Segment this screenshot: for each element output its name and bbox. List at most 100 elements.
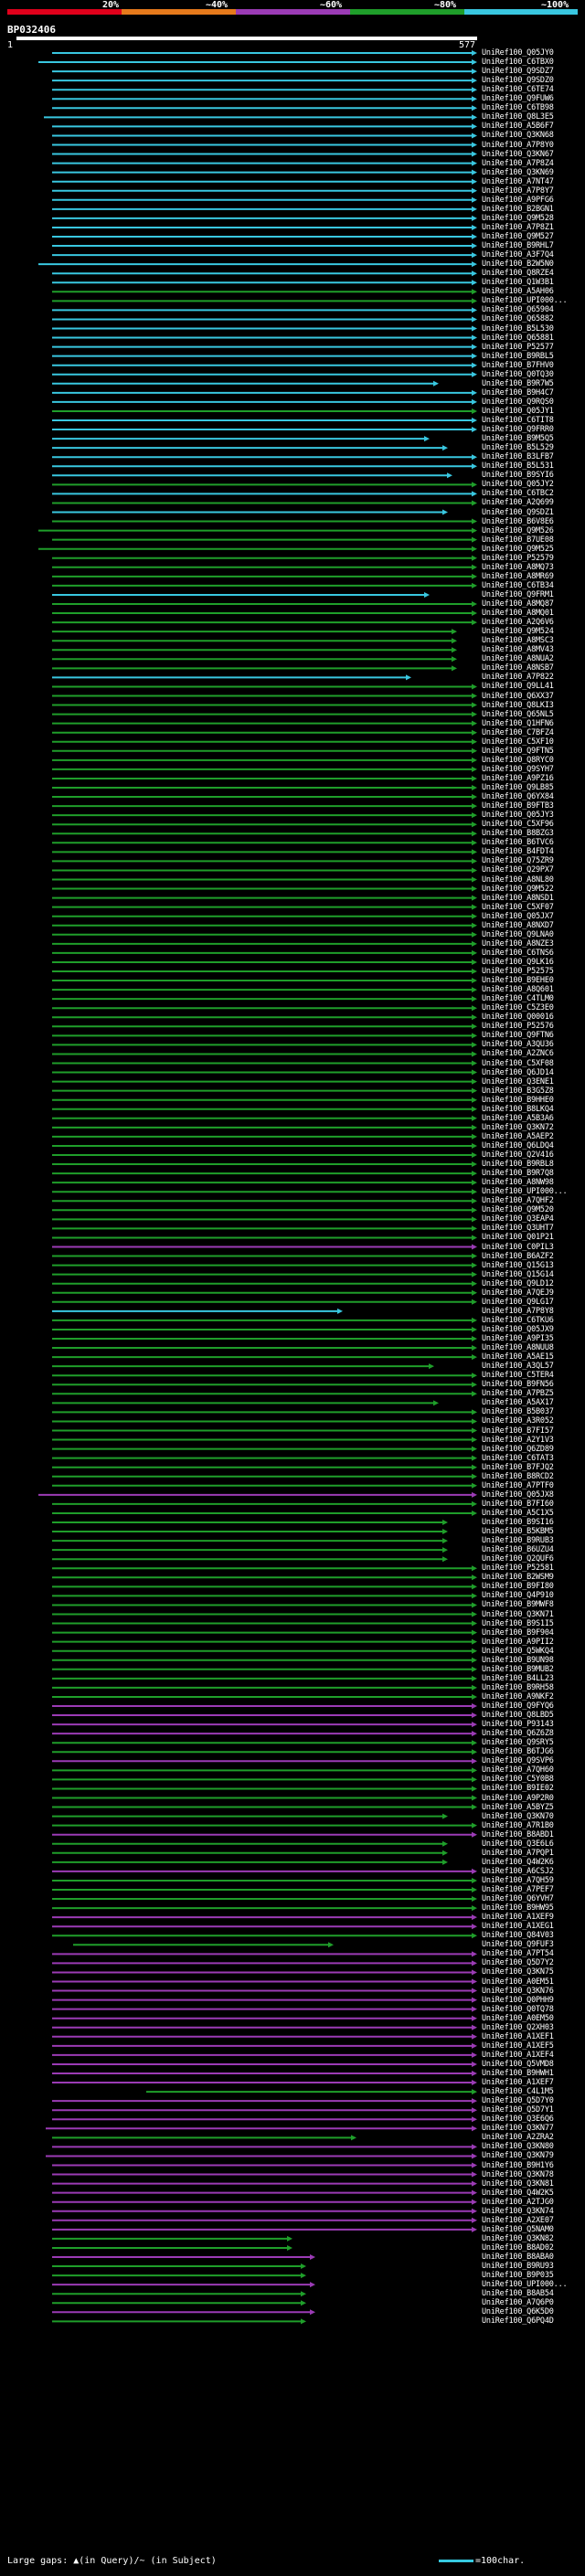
hit-label[interactable]: UniRef100_B8LKQ4 <box>482 1104 554 1114</box>
hit-label[interactable]: UniRef100_A9NKF2 <box>482 1691 554 1701</box>
hit-label[interactable]: UniRef100_C5XF07 <box>482 902 554 912</box>
hit-label[interactable]: UniRef100_P52575 <box>482 967 554 976</box>
hit-label[interactable]: UniRef100_Q8L3E5 <box>482 112 554 122</box>
hit-label[interactable]: UniRef100_Q8RYC0 <box>482 755 554 765</box>
hit-label[interactable]: UniRef100_B4FDT4 <box>482 847 554 857</box>
hit-label[interactable]: UniRef100_B9FN56 <box>482 1380 554 1390</box>
hit-label[interactable]: UniRef100_Q3E6L6 <box>482 1839 554 1849</box>
hit-label[interactable]: UniRef100_B5KBM5 <box>482 1527 554 1537</box>
hit-label[interactable]: UniRef100_Q9SRY5 <box>482 1738 554 1748</box>
hit-label[interactable]: UniRef100_A7P8Z1 <box>482 222 554 232</box>
hit-label[interactable]: UniRef100_A3F7Q4 <box>482 250 554 260</box>
hit-label[interactable]: UniRef100_A1XEF4 <box>482 2050 554 2060</box>
hit-label[interactable]: UniRef100_B9RU93 <box>482 2262 554 2272</box>
hit-label[interactable]: UniRef100_P52576 <box>482 1022 554 1032</box>
hit-label[interactable]: UniRef100_Q3EAP4 <box>482 1214 554 1224</box>
hit-label[interactable]: UniRef100_Q9FUW6 <box>482 94 554 104</box>
hit-label[interactable]: UniRef100_B9MUB2 <box>482 1664 554 1674</box>
hit-label[interactable]: UniRef100_C6TBX0 <box>482 58 554 68</box>
hit-label[interactable]: UniRef100_Q3KN70 <box>482 1811 554 1821</box>
hit-label[interactable]: UniRef100_Q8RZE4 <box>482 269 554 279</box>
hit-label[interactable]: UniRef100_A7P822 <box>482 673 554 683</box>
hit-label[interactable]: UniRef100_A2Q6V6 <box>482 618 554 628</box>
hit-label[interactable]: UniRef100_A7Q6P0 <box>482 2298 554 2308</box>
hit-label[interactable]: UniRef100_C5TER4 <box>482 1371 554 1381</box>
hit-label[interactable]: UniRef100_Q0TQ78 <box>482 2004 554 2014</box>
hit-label[interactable]: UniRef100_Q5D7Y2 <box>482 1958 554 1968</box>
hit-label[interactable]: UniRef100_B8BZG3 <box>482 829 554 839</box>
hit-label[interactable]: UniRef100_A7QEJ9 <box>482 1288 554 1298</box>
hit-label[interactable]: UniRef100_Q9M526 <box>482 525 554 535</box>
hit-label[interactable]: UniRef100_Q00016 <box>482 1012 554 1023</box>
hit-label[interactable]: UniRef100_Q2XH03 <box>482 2022 554 2032</box>
hit-label[interactable]: UniRef100_A9P2R0 <box>482 1793 554 1803</box>
hit-label[interactable]: UniRef100_P93143 <box>482 1720 554 1730</box>
hit-label[interactable]: UniRef100_B2BGN1 <box>482 204 554 214</box>
hit-label[interactable]: UniRef100_Q9SYH7 <box>482 764 554 774</box>
hit-label[interactable]: UniRef100_Q5D7Y0 <box>482 2096 554 2106</box>
hit-label[interactable]: UniRef100_A7P8Z4 <box>482 158 554 168</box>
hit-label[interactable]: UniRef100_A8NSD1 <box>482 893 554 903</box>
hit-label[interactable]: UniRef100_B6AZF2 <box>482 1251 554 1261</box>
hit-label[interactable]: UniRef100_Q6ZD89 <box>482 1444 554 1454</box>
hit-label[interactable]: UniRef100_A8MQ87 <box>482 599 554 609</box>
hit-label[interactable]: UniRef100_B9HHE0 <box>482 1095 554 1105</box>
hit-label[interactable]: UniRef100_B9EHE0 <box>482 976 554 986</box>
hit-label[interactable]: UniRef100_B6UZU4 <box>482 1545 554 1555</box>
hit-label[interactable]: UniRef100_B9IE02 <box>482 1784 554 1794</box>
hit-label[interactable]: UniRef100_Q15G13 <box>482 1260 554 1270</box>
hit-label[interactable]: UniRef100_Q05JY0 <box>482 48 554 58</box>
hit-label[interactable]: UniRef100_B9SYI6 <box>482 471 554 481</box>
hit-label[interactable]: UniRef100_Q3KN69 <box>482 167 554 177</box>
hit-label[interactable]: UniRef100_Q9M524 <box>482 627 554 637</box>
hit-label[interactable]: UniRef100_B8AD02 <box>482 2242 554 2253</box>
hit-label[interactable]: UniRef100_Q9SVP6 <box>482 1756 554 1766</box>
hit-label[interactable]: UniRef100_A7P8Y0 <box>482 140 554 150</box>
hit-label[interactable]: UniRef100_Q8LBD5 <box>482 1711 554 1721</box>
hit-label[interactable]: UniRef100_B8AB54 <box>482 2289 554 2299</box>
hit-label[interactable]: UniRef100_B9RBL5 <box>482 351 554 361</box>
hit-label[interactable]: UniRef100_Q9FYQ6 <box>482 1701 554 1711</box>
hit-label[interactable]: UniRef100_A8NXD7 <box>482 920 554 930</box>
hit-label[interactable]: UniRef100_B9F904 <box>482 1627 554 1638</box>
hit-label[interactable]: UniRef100_A5B6F7 <box>482 122 554 132</box>
hit-label[interactable]: UniRef100_A7QHF2 <box>482 1196 554 1206</box>
hit-label[interactable]: UniRef100_Q9FUF3 <box>482 1940 554 1950</box>
hit-label[interactable]: UniRef100_A8MSC3 <box>482 636 554 646</box>
hit-label[interactable]: UniRef100_C6TNS6 <box>482 948 554 958</box>
hit-label[interactable]: UniRef100_Q6YVH7 <box>482 1894 554 1904</box>
hit-label[interactable]: UniRef100_Q01P21 <box>482 1233 554 1243</box>
hit-label[interactable]: UniRef100_B9RBL8 <box>482 1160 554 1170</box>
hit-label[interactable]: UniRef100_C6TIT8 <box>482 416 554 425</box>
hit-label[interactable]: UniRef100_Q9FRR0 <box>482 425 554 435</box>
hit-label[interactable]: UniRef100_Q65904 <box>482 305 554 315</box>
hit-label[interactable]: UniRef100_Q65881 <box>482 333 554 343</box>
hit-label[interactable]: UniRef100_B9UN98 <box>482 1655 554 1665</box>
hit-label[interactable]: UniRef100_A5BYZ5 <box>482 1802 554 1812</box>
hit-label[interactable]: UniRef100_UPI000... <box>482 2280 568 2290</box>
hit-label[interactable]: UniRef100_A3QU36 <box>482 1040 554 1050</box>
hit-label[interactable]: UniRef100_C6TE74 <box>482 85 554 95</box>
hit-label[interactable]: UniRef100_Q3KN74 <box>482 2206 554 2216</box>
hit-label[interactable]: UniRef100_Q8LKI3 <box>482 700 554 710</box>
hit-label[interactable]: UniRef100_P52581 <box>482 1564 554 1574</box>
hit-label[interactable]: UniRef100_C6TKU6 <box>482 1315 554 1325</box>
hit-label[interactable]: UniRef100_B9RHL7 <box>482 241 554 251</box>
hit-label[interactable]: UniRef100_A8NL80 <box>482 875 554 885</box>
hit-label[interactable]: UniRef100_A9PZ16 <box>482 773 554 783</box>
hit-label[interactable]: UniRef100_Q5D7Y1 <box>482 2105 554 2115</box>
hit-label[interactable]: UniRef100_Q6K5D0 <box>482 2307 554 2317</box>
hit-label[interactable]: UniRef100_A8NW98 <box>482 1178 554 1188</box>
hit-label[interactable]: UniRef100_A3QL57 <box>482 1362 554 1372</box>
hit-label[interactable]: UniRef100_C5XF08 <box>482 1058 554 1068</box>
hit-label[interactable]: UniRef100_A0EM51 <box>482 1977 554 1987</box>
hit-label[interactable]: UniRef100_C0PIL3 <box>482 1242 554 1252</box>
hit-label[interactable]: UniRef100_A2TJG0 <box>482 2197 554 2207</box>
hit-label[interactable]: UniRef100_Q0PHH9 <box>482 1995 554 2005</box>
hit-label[interactable]: UniRef100_Q9M522 <box>482 884 554 894</box>
hit-label[interactable]: UniRef100_Q9M520 <box>482 1205 554 1215</box>
hit-label[interactable]: UniRef100_B9P035 <box>482 2271 554 2281</box>
hit-label[interactable]: UniRef100_Q9FTN6 <box>482 1031 554 1041</box>
hit-label[interactable]: UniRef100_A8MR69 <box>482 571 554 581</box>
hit-label[interactable]: UniRef100_Q4W2K6 <box>482 1857 554 1867</box>
